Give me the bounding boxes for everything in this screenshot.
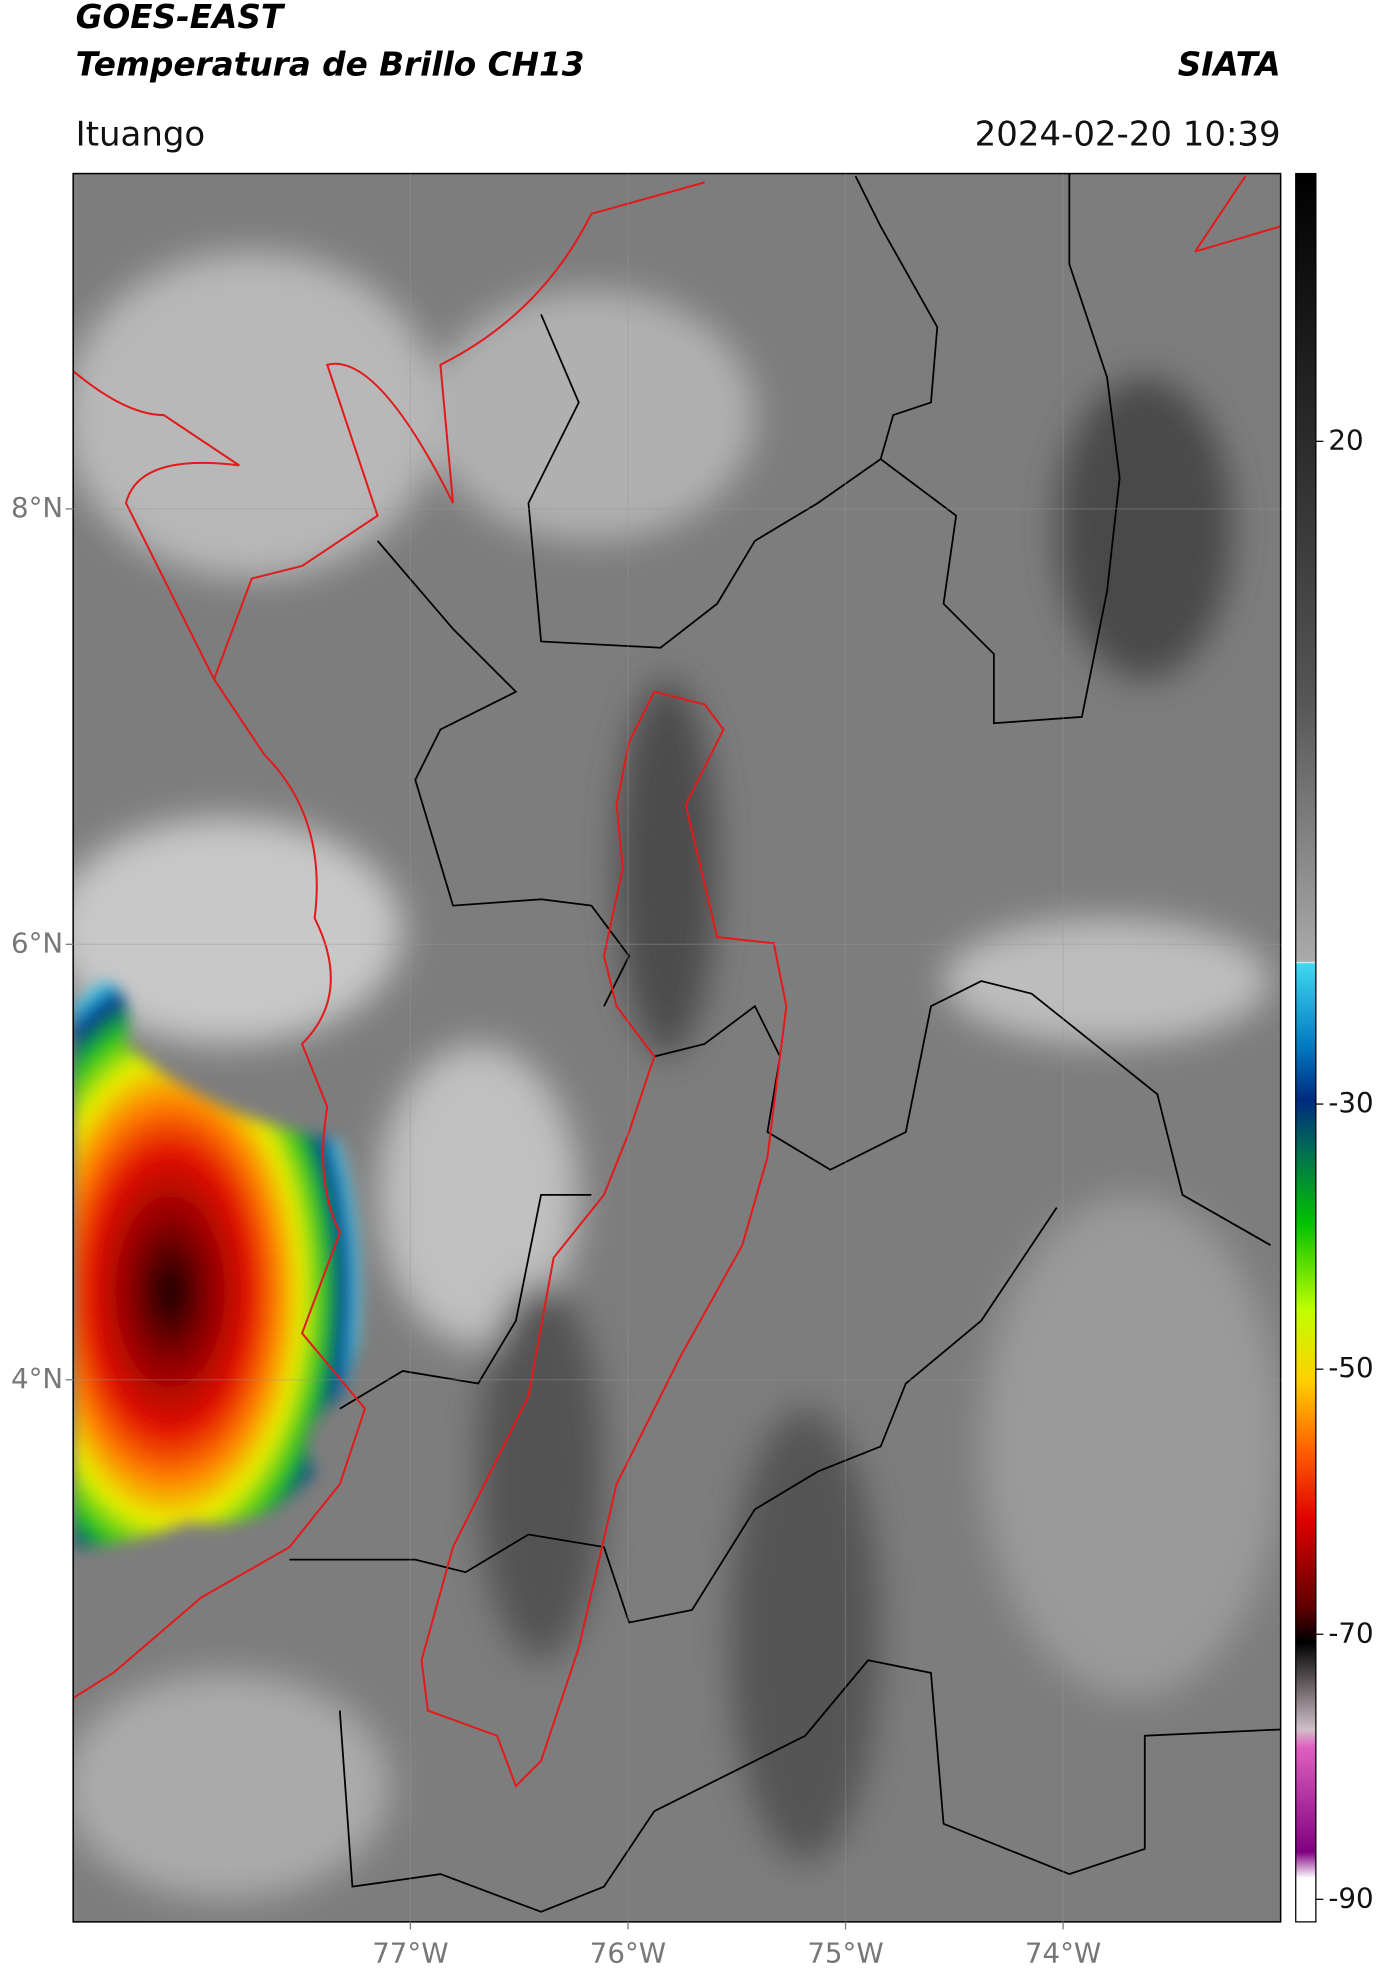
title: GOES-EAST [76, 0, 286, 36]
colorbar-label: -70 [1328, 1616, 1373, 1649]
lon-tick-label: 74°W [1025, 1937, 1101, 1970]
colorbar [1295, 172, 1317, 1923]
map-frame [72, 172, 1282, 1923]
axes: 77°W 76°W 75°W 74°W 8°N 6°N 4°N 20 -30 -50 -70 -90 [11, 173, 1374, 1970]
lat-tick-label: 4°N [11, 1362, 63, 1395]
lat-tick-label: 8°N [11, 491, 63, 524]
header: GOES-EAST Temperatura de Brillo CH13 SIA… [76, 0, 1281, 154]
subtitle: Temperatura de Brillo CH13 [76, 46, 585, 84]
timestamp: 2024-02-20 10:39 [975, 114, 1281, 154]
satellite-image [73, 173, 1281, 1922]
colorbar-label: -90 [1328, 1881, 1373, 1914]
location: Ituango [76, 114, 206, 154]
colorbar-label: -50 [1328, 1351, 1373, 1384]
colorbar-label: -30 [1328, 1086, 1373, 1119]
lon-tick-label: 77°W [372, 1937, 448, 1970]
colorbar-label: 20 [1328, 423, 1363, 456]
lon-tick-label: 76°W [590, 1937, 666, 1970]
lat-tick-label: 6°N [11, 926, 63, 959]
lon-tick-label: 75°W [807, 1937, 883, 1970]
brand: SIATA [1178, 46, 1281, 84]
